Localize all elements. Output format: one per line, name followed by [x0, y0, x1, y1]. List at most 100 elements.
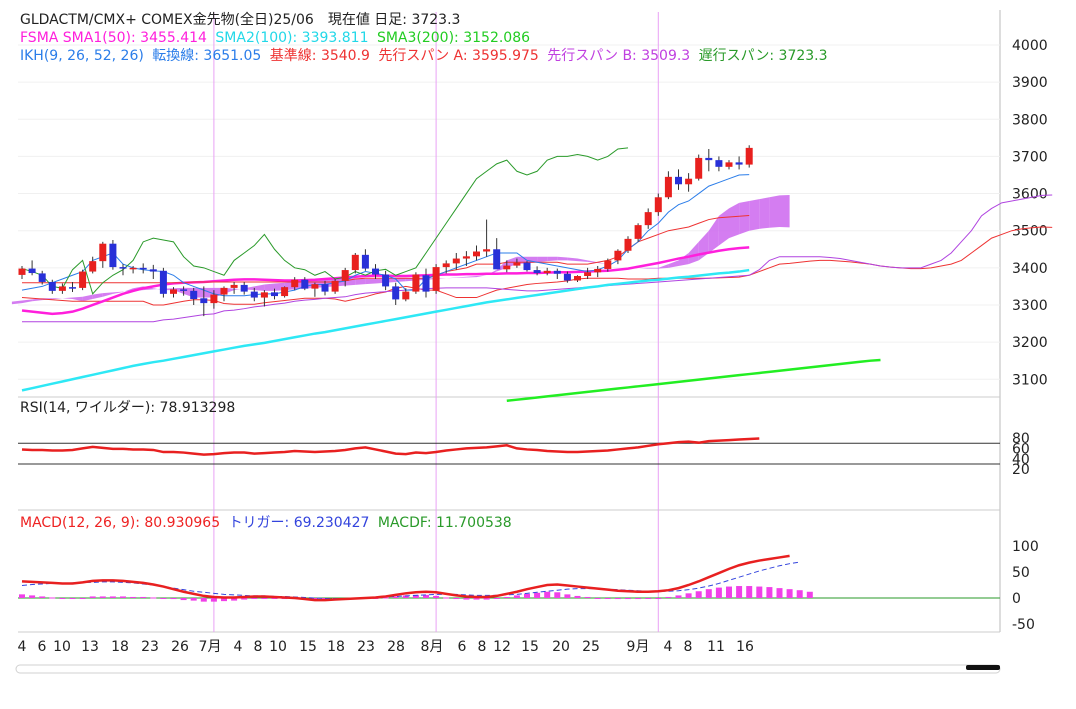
macdf-bar — [453, 598, 460, 600]
macdf-bar — [99, 596, 106, 598]
macdf-bar — [604, 598, 611, 599]
candle-body — [473, 251, 480, 257]
x-tick-label: 15 — [299, 639, 317, 655]
kumo-segment — [617, 265, 628, 268]
kumo-segment — [718, 208, 729, 246]
x-tick-label: 11 — [707, 639, 725, 655]
kumo-segment — [365, 278, 376, 285]
kumo-segment — [486, 269, 497, 276]
macdf-bar — [231, 598, 238, 601]
candle-body — [18, 268, 26, 275]
span-a-label: 先行スパン A: 3595.975 — [378, 48, 539, 64]
sma1-label: FSMA SMA1(50): 3455.414 — [20, 30, 207, 46]
candle-body — [725, 162, 733, 167]
candle-body — [654, 197, 662, 213]
kumo-segment — [759, 197, 770, 229]
kumo-segment — [476, 275, 487, 278]
macdf-bar — [665, 596, 672, 598]
candle-body — [351, 254, 359, 271]
candle-body — [58, 286, 66, 291]
tenkan-label: 転換線: 3651.05 — [152, 48, 262, 64]
span-b-line — [22, 194, 1053, 323]
macdf-bar — [49, 597, 56, 599]
kumo-segment — [708, 215, 719, 253]
candle-body — [614, 250, 622, 261]
candle-body — [563, 273, 571, 281]
price-tick-label: 3100 — [1012, 372, 1048, 388]
x-tick-label: 8月 — [421, 639, 444, 655]
candle-body — [331, 280, 339, 292]
macdf-bar — [746, 586, 753, 598]
candle-body — [48, 281, 56, 291]
kumo-segment — [597, 262, 608, 265]
macdf-bar — [726, 586, 732, 598]
macdf-bar — [19, 594, 25, 598]
macd-legend: MACD(12, 26, 9): 80.930965 トリガー: 69.2304… — [20, 515, 516, 532]
macdf-bar — [715, 587, 722, 598]
span-b-label: 先行スパン B: 3509.3 — [547, 48, 691, 64]
macdf-bar — [261, 598, 268, 599]
kijun-label: 基準線: 3540.9 — [269, 48, 370, 64]
x-tick-label: 8 — [254, 639, 263, 655]
x-tick-label: 23 — [141, 639, 159, 655]
macdf-bar — [69, 598, 76, 599]
kumo-segment — [688, 241, 699, 265]
macdf-bar — [210, 598, 217, 602]
candle-body — [240, 284, 248, 292]
candle-body — [210, 294, 218, 304]
x-tick-label: 16 — [736, 639, 754, 655]
kumo-segment — [547, 256, 558, 262]
macdf-bar — [412, 594, 419, 598]
macd-tick-label: -50 — [1012, 617, 1035, 633]
legend-line-3: IKH(9, 26, 52, 26) 転換線: 3651.05 基準線: 354… — [20, 48, 832, 65]
candle-body — [99, 243, 107, 262]
candle-body — [200, 298, 208, 304]
kumo-segment — [264, 283, 275, 291]
price-tick-label: 3300 — [1012, 298, 1048, 314]
candle-body — [159, 270, 167, 294]
macdf-bar — [241, 598, 248, 600]
macdf-bar — [584, 596, 591, 598]
kumo-segment — [112, 291, 123, 294]
macdf-bar — [685, 593, 692, 598]
ikh-label: IKH(9, 26, 52, 26) — [20, 48, 144, 64]
kumo-segment — [92, 293, 103, 300]
macdf-bar — [443, 597, 450, 599]
macdf-bar — [645, 598, 652, 599]
kumo-segment — [466, 276, 477, 278]
macdf-bar — [493, 598, 500, 599]
kumo-segment — [749, 199, 760, 231]
macd-tick-label: 50 — [1012, 565, 1030, 581]
candle-body — [190, 290, 198, 300]
x-tick-label: 28 — [387, 639, 405, 655]
candle-body — [79, 271, 87, 288]
candle-body — [382, 274, 390, 287]
kumo-segment — [72, 296, 83, 302]
sma3-line — [506, 358, 881, 403]
candle-body — [442, 263, 450, 268]
candle-body — [28, 268, 36, 274]
candle-body — [705, 157, 713, 161]
candle-body — [695, 157, 703, 179]
kumo-segment — [11, 300, 22, 305]
candle-body — [109, 243, 117, 268]
macdf-bar — [554, 592, 561, 598]
candle-body — [230, 284, 238, 288]
x-tick-label: 25 — [582, 639, 600, 655]
candle-body — [139, 267, 147, 270]
candle-body — [402, 291, 410, 300]
candle-body — [634, 225, 642, 239]
candle-body — [604, 260, 612, 269]
sma2-label: SMA2(100): 3393.811 — [215, 30, 369, 46]
scrollbar-thumb[interactable] — [966, 665, 1000, 670]
candle-body — [432, 267, 440, 291]
macdf-bar — [675, 595, 682, 598]
candle-body — [483, 249, 491, 252]
macdf-bar — [200, 598, 207, 602]
macdf-bar — [423, 594, 429, 598]
candle-body — [129, 267, 137, 270]
macdf-bar — [39, 596, 46, 598]
rsi-tick-label: 40 — [1012, 452, 1030, 468]
macdf-bar — [483, 598, 490, 600]
kumo-segment — [557, 256, 568, 261]
